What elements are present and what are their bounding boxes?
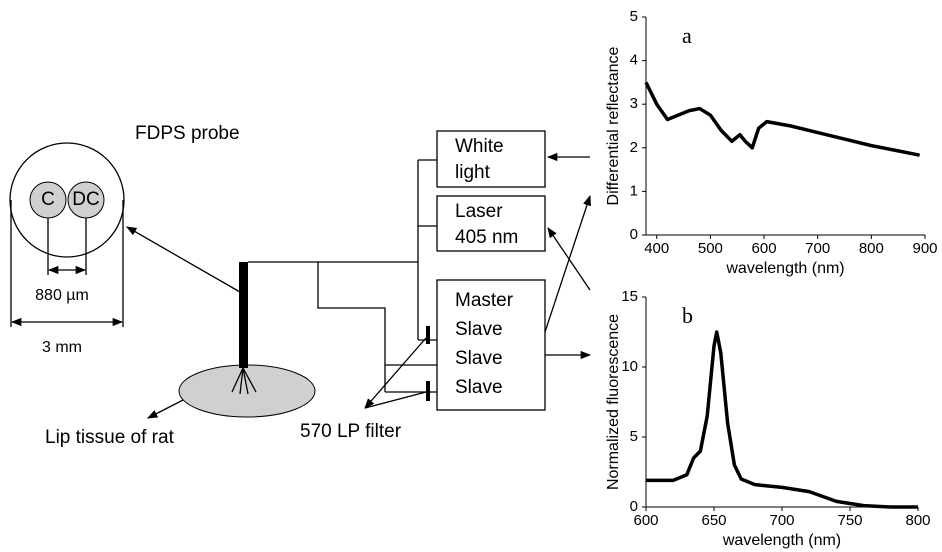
- x-axis-label: wavelength (nm): [725, 260, 844, 277]
- arrow: [364, 391, 427, 409]
- y-tick-label: 5: [630, 428, 638, 445]
- y-tick-label: 3: [630, 95, 638, 112]
- y-axis-label: Normalized fluorescence: [605, 314, 622, 490]
- dim-label: 880 µm: [35, 287, 89, 304]
- y-tick-label: 5: [630, 8, 638, 25]
- x-tick-label: 650: [701, 512, 726, 529]
- panel-label: b: [682, 303, 693, 328]
- x-tick-label: 400: [644, 240, 669, 257]
- x-tick-label: 750: [837, 512, 862, 529]
- panel-label: a: [682, 23, 692, 48]
- box-label: 405 nm: [455, 227, 518, 248]
- y-tick-label: 15: [621, 288, 638, 305]
- dim-label: 3 mm: [42, 339, 82, 356]
- x-tick-label: 800: [905, 512, 930, 529]
- y-axis-label: Differential reflectance: [605, 46, 622, 205]
- filter: [426, 326, 430, 344]
- data-line: [644, 81, 920, 157]
- fiber-label: DC: [72, 189, 99, 210]
- x-tick-label: 700: [769, 512, 794, 529]
- box-label: Slave: [455, 348, 503, 369]
- tissue-label: Lip tissue of rat: [45, 427, 175, 448]
- y-tick-label: 4: [630, 52, 638, 69]
- x-tick-label: 700: [805, 240, 830, 257]
- arrow: [364, 337, 427, 409]
- box-label: Slave: [455, 377, 503, 398]
- light-rays: [231, 367, 257, 395]
- box-label: Master: [455, 290, 514, 311]
- x-tick-label: 800: [859, 240, 884, 257]
- x-axis-label: wavelength (nm): [722, 532, 841, 549]
- box-label: Slave: [455, 319, 503, 340]
- arrow: [126, 226, 241, 293]
- probe-diagram: C DC 880 µm 3 mm FDPS probe Lip tissue o…: [9, 123, 592, 448]
- x-tick-label: 500: [698, 240, 723, 257]
- filter: [426, 381, 430, 401]
- y-tick-label: 2: [630, 139, 638, 156]
- x-tick-label: 900: [912, 240, 937, 257]
- y-tick-label: 10: [621, 358, 638, 375]
- probe: [239, 262, 248, 368]
- box: [436, 130, 546, 188]
- probe-face: [9, 142, 125, 258]
- box: [436, 195, 546, 252]
- y-tick-label: 0: [630, 226, 638, 243]
- box-label: light: [455, 162, 491, 183]
- arrow: [147, 399, 184, 419]
- x-tick-label: 600: [633, 512, 658, 529]
- y-tick-label: 0: [630, 498, 638, 515]
- data-line: [646, 330, 918, 509]
- filter-label: 570 LP filter: [300, 421, 402, 442]
- y-tick-label: 1: [630, 182, 638, 199]
- box: [436, 279, 546, 411]
- probe-title: FDPS probe: [135, 123, 240, 144]
- box-label: White: [455, 136, 504, 157]
- fiber-label: C: [41, 189, 55, 210]
- arrow: [544, 195, 592, 333]
- box-label: Laser: [455, 201, 503, 222]
- x-tick-label: 600: [752, 240, 777, 257]
- arrow: [547, 227, 591, 291]
